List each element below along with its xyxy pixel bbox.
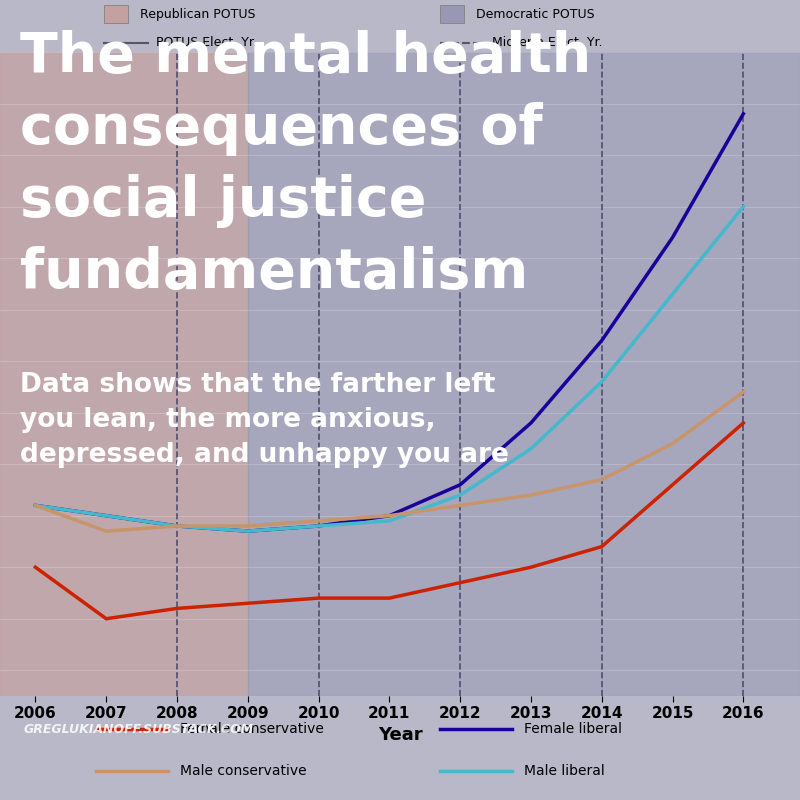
Text: Female liberal: Female liberal <box>524 722 622 736</box>
Bar <box>440 5 464 23</box>
Text: Data shows that the farther left
you lean, the more anxious,
depressed, and unha: Data shows that the farther left you lea… <box>20 372 509 468</box>
X-axis label: Year: Year <box>378 726 422 743</box>
Text: Midterm Elect. Yr.: Midterm Elect. Yr. <box>492 36 602 49</box>
Text: fundamentalism: fundamentalism <box>20 246 528 300</box>
Text: Male conservative: Male conservative <box>180 764 306 778</box>
Bar <box>104 5 128 23</box>
Bar <box>0 52 248 696</box>
Text: Democratic POTUS: Democratic POTUS <box>476 8 594 21</box>
Text: The mental health: The mental health <box>20 30 591 84</box>
Text: POTUS Elect. Yr.: POTUS Elect. Yr. <box>156 36 257 49</box>
Bar <box>248 52 800 696</box>
Text: social justice: social justice <box>20 174 426 228</box>
Text: consequences of: consequences of <box>20 102 542 156</box>
Text: Male liberal: Male liberal <box>524 764 605 778</box>
Text: Republican POTUS: Republican POTUS <box>140 8 255 21</box>
Text: Female conservative: Female conservative <box>180 722 324 736</box>
Text: GREGLUKIANOFF.SUBSTACK.COM: GREGLUKIANOFF.SUBSTACK.COM <box>24 722 254 736</box>
